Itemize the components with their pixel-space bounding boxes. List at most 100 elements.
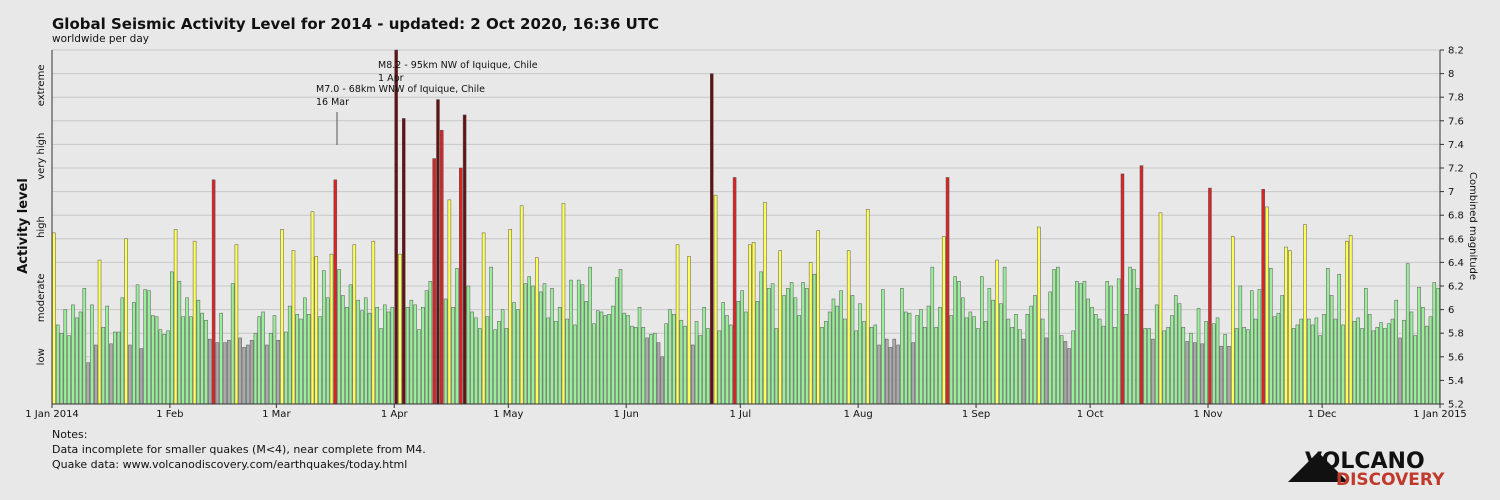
bar <box>1033 295 1037 405</box>
bar <box>1094 314 1098 405</box>
bar <box>1124 314 1129 405</box>
bar <box>611 305 615 405</box>
bar <box>1048 291 1052 405</box>
bar <box>470 311 474 405</box>
bar <box>204 319 208 405</box>
bar <box>554 321 558 405</box>
bar <box>1405 263 1410 405</box>
bar <box>588 266 592 405</box>
y2-tick-label: 6.4 <box>1448 258 1464 269</box>
bar <box>793 297 798 405</box>
bar <box>1383 328 1387 405</box>
note: Notes: <box>52 428 87 441</box>
bar <box>873 324 878 405</box>
bar <box>980 276 984 405</box>
bar <box>805 288 809 405</box>
bar <box>637 306 642 405</box>
bar <box>930 266 935 405</box>
bar <box>592 323 596 405</box>
bar <box>1322 314 1326 405</box>
y2-tick-label: 6.8 <box>1448 211 1464 222</box>
bar <box>706 328 710 405</box>
y2-tick-label: 6.6 <box>1448 234 1464 245</box>
bar <box>1356 317 1360 405</box>
bar <box>189 316 193 405</box>
bar <box>1348 235 1353 405</box>
bar <box>1128 266 1132 405</box>
bar <box>896 344 900 405</box>
bar <box>1040 318 1045 405</box>
bar <box>1253 318 1258 405</box>
bar <box>306 314 311 405</box>
bar <box>1170 315 1174 405</box>
bar <box>1139 165 1144 405</box>
bar <box>493 329 497 405</box>
bar <box>649 334 653 405</box>
y2-tick-label: 6 <box>1448 305 1454 316</box>
bar <box>630 325 634 405</box>
bar <box>542 283 547 405</box>
bar <box>249 340 254 405</box>
bar <box>770 283 775 405</box>
bar <box>1075 281 1079 405</box>
bar <box>767 288 771 405</box>
bar <box>941 236 946 405</box>
bar <box>900 288 904 405</box>
bar <box>968 311 973 405</box>
bar <box>234 244 239 405</box>
bar <box>143 289 147 405</box>
bar <box>573 324 577 405</box>
x-tick-label: 1 Apr <box>381 409 409 420</box>
bar <box>1196 308 1201 405</box>
bar <box>945 177 950 405</box>
bar <box>656 342 661 405</box>
y2-tick-label: 7.2 <box>1448 164 1464 175</box>
bar <box>459 167 463 405</box>
x-tick-label: 1 Nov <box>1194 409 1223 420</box>
y2-tick-label: 5.6 <box>1448 352 1464 363</box>
bar <box>1147 328 1151 405</box>
bar <box>82 288 87 405</box>
bar <box>333 179 338 405</box>
bar <box>71 304 75 405</box>
bar <box>86 362 90 405</box>
bar <box>1386 323 1391 405</box>
bar <box>1067 348 1071 405</box>
bar <box>1018 329 1022 405</box>
bar <box>322 270 326 405</box>
bar <box>394 49 398 405</box>
level-label: low <box>36 348 47 365</box>
bar <box>1132 269 1136 405</box>
bar <box>854 330 859 405</box>
bar <box>211 179 216 405</box>
level-label: high <box>36 216 47 238</box>
bar <box>405 306 410 405</box>
level-label: very high <box>36 133 47 180</box>
bar <box>1230 236 1235 405</box>
bar <box>402 118 406 405</box>
bar <box>1181 327 1186 405</box>
bar <box>481 232 486 405</box>
bar <box>626 315 630 405</box>
bar <box>732 177 737 405</box>
bar <box>116 331 121 405</box>
bar <box>1185 341 1189 405</box>
bar <box>748 244 752 405</box>
bar <box>1071 330 1075 405</box>
bar <box>1398 337 1402 405</box>
bar <box>622 312 627 405</box>
bar <box>1113 327 1117 405</box>
bar <box>1299 318 1303 405</box>
bar <box>1284 246 1288 405</box>
bar <box>645 337 649 405</box>
bar <box>390 306 395 405</box>
bar <box>1307 318 1311 405</box>
bar <box>356 299 360 405</box>
bar <box>550 288 554 405</box>
bar <box>1200 343 1205 405</box>
bar <box>816 230 821 405</box>
bar <box>1162 330 1167 405</box>
bar <box>200 312 204 405</box>
bar <box>755 301 760 405</box>
bar <box>561 203 566 405</box>
